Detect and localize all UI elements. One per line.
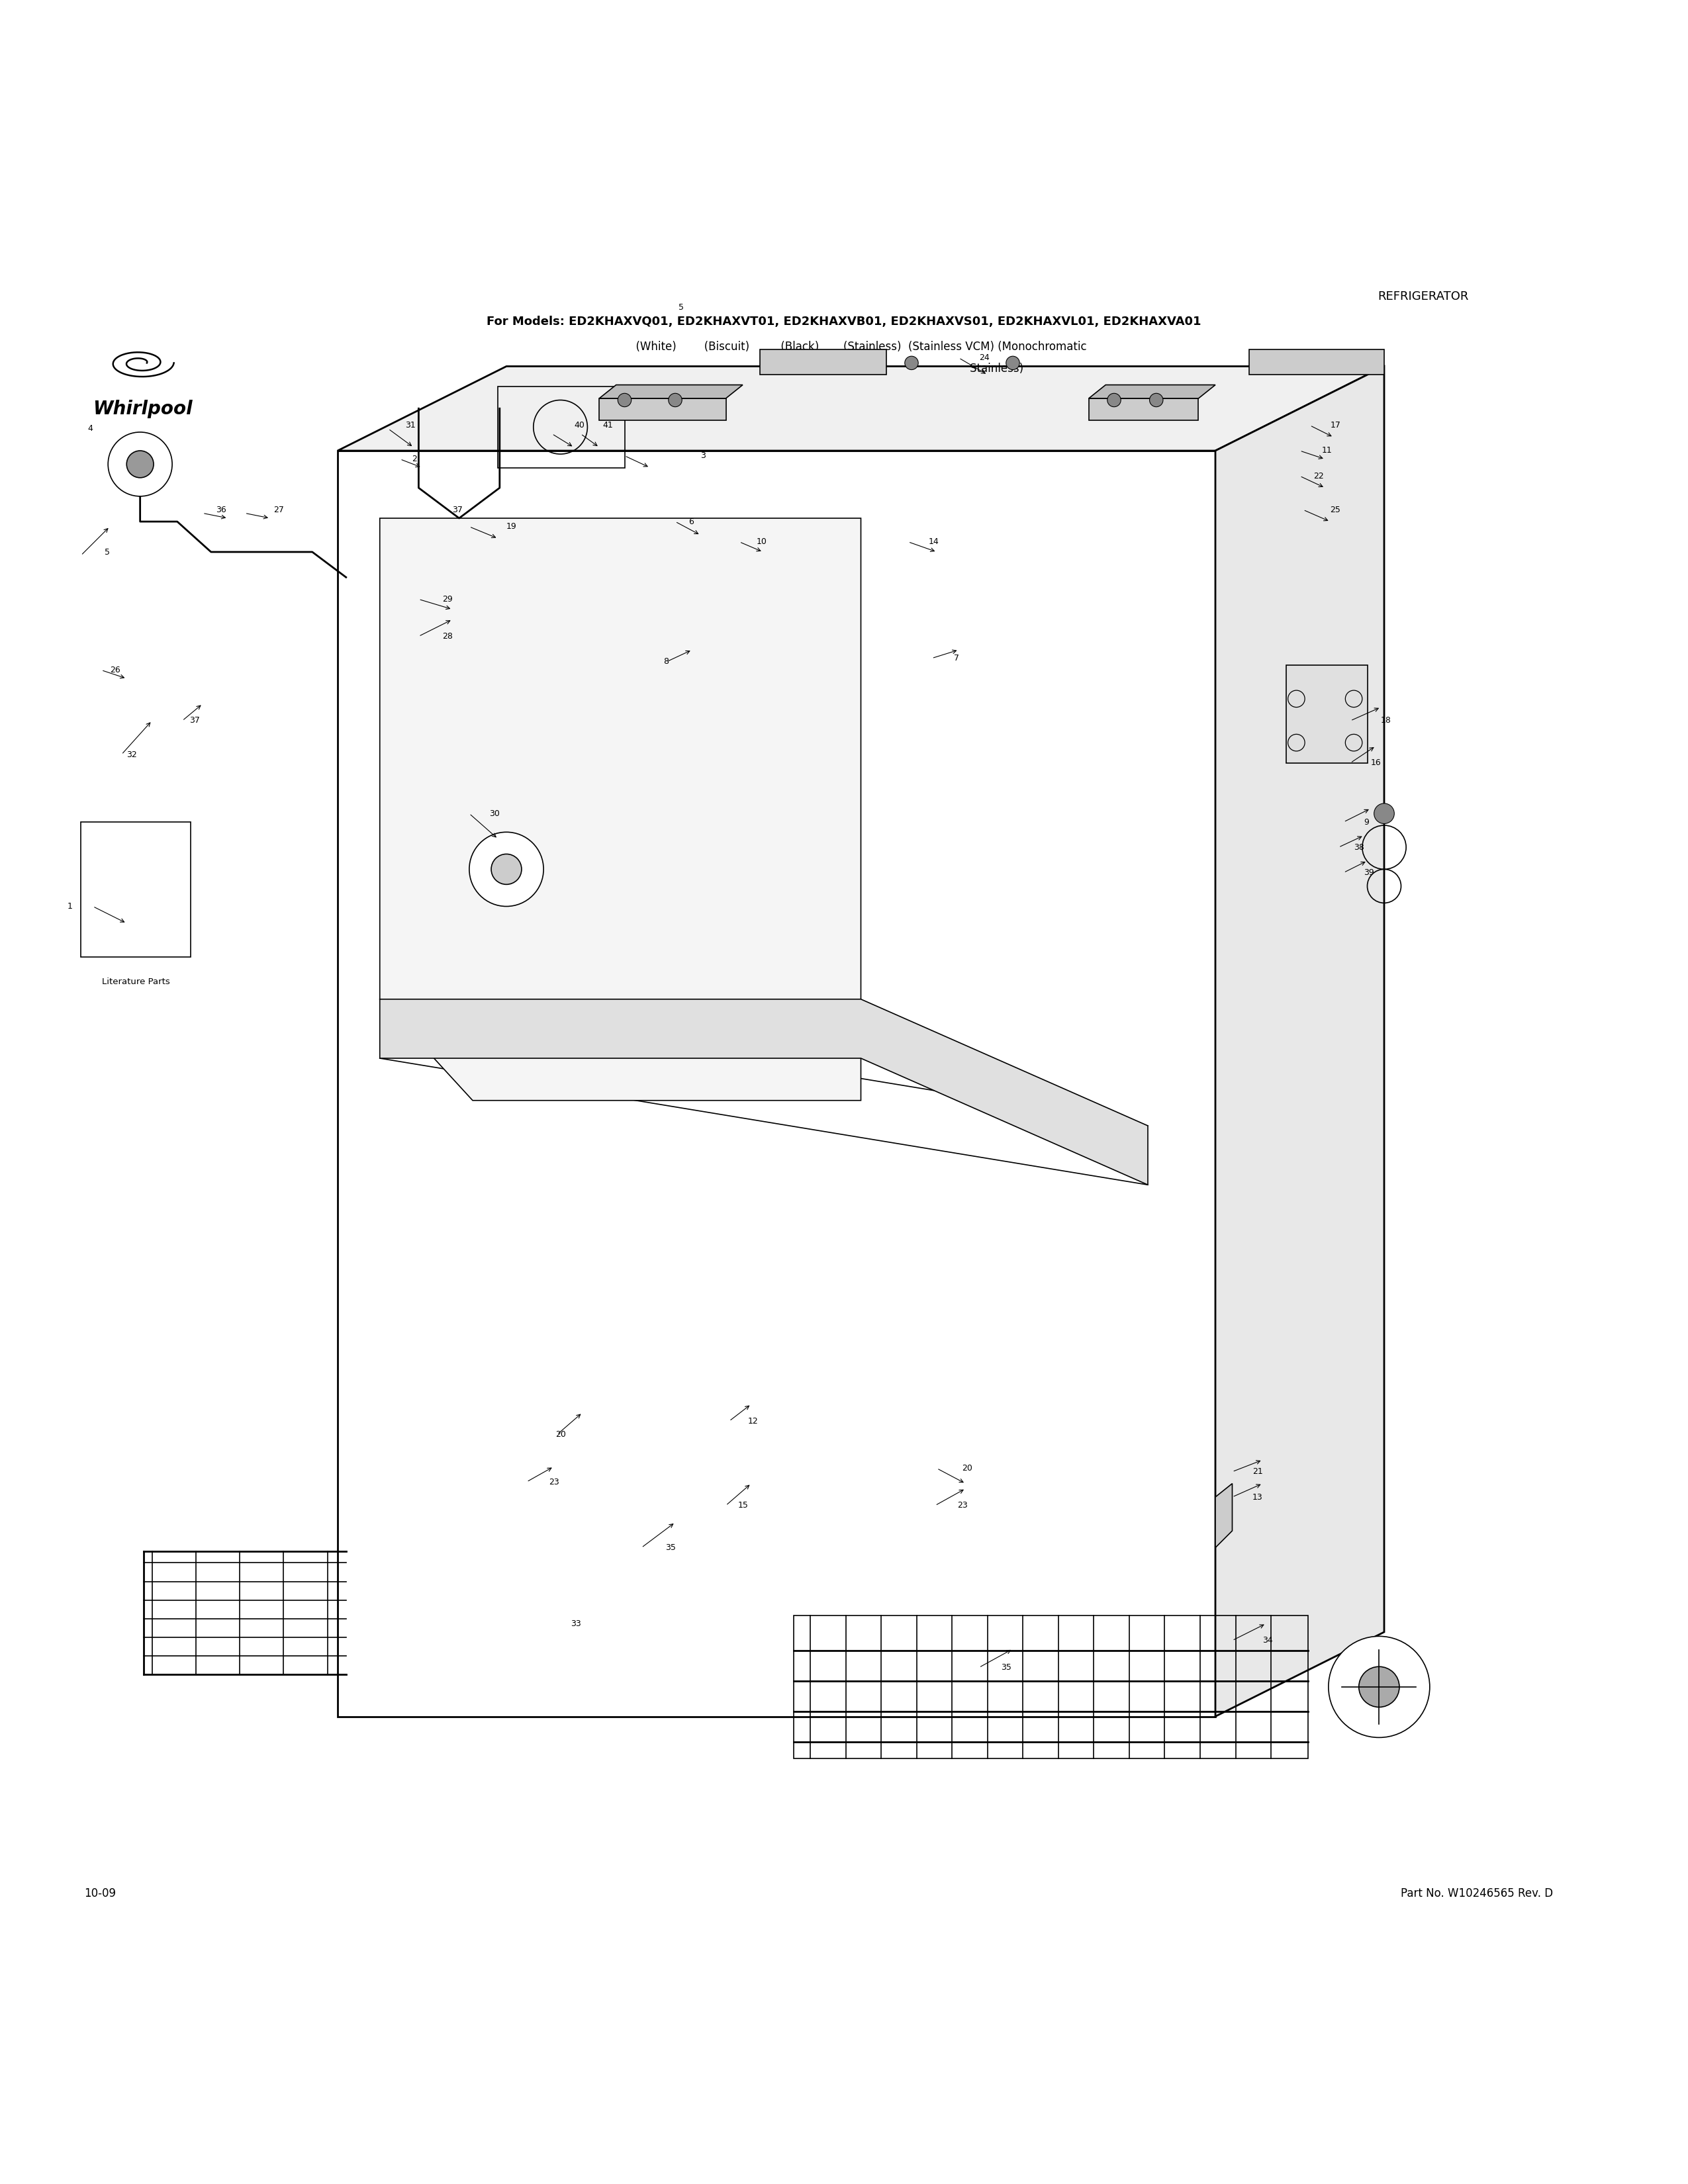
Text: 32: 32	[127, 749, 137, 758]
Text: REFRIGERATOR: REFRIGERATOR	[1377, 290, 1469, 301]
Polygon shape	[380, 518, 861, 1101]
Polygon shape	[1215, 1483, 1232, 1548]
Text: 22: 22	[1313, 472, 1323, 480]
Text: 30: 30	[490, 810, 500, 817]
Text: 25: 25	[1330, 505, 1340, 513]
Bar	[599, 397, 726, 419]
Polygon shape	[380, 998, 1148, 1184]
Text: 31: 31	[405, 422, 415, 430]
Text: 5: 5	[679, 304, 684, 312]
Polygon shape	[599, 384, 743, 397]
Text: 24: 24	[979, 354, 989, 363]
Text: 39: 39	[1364, 869, 1374, 878]
Text: 34: 34	[1263, 1636, 1273, 1645]
Text: Part No. W10246565 Rev. D: Part No. W10246565 Rev. D	[1401, 1887, 1553, 1900]
Circle shape	[1359, 1666, 1399, 1708]
Circle shape	[1006, 356, 1020, 369]
Text: 4: 4	[88, 424, 93, 432]
Circle shape	[905, 356, 918, 369]
Text: 35: 35	[1001, 1664, 1011, 1671]
Circle shape	[668, 393, 682, 406]
Text: (White)        (Biscuit)         (Black)       (Stainless)  (Stainless VCM) (Mon: (White) (Biscuit) (Black) (Stainless) (S…	[601, 341, 1087, 354]
Text: 15: 15	[738, 1500, 748, 1509]
Text: 10: 10	[756, 537, 766, 546]
Polygon shape	[760, 349, 886, 376]
Bar	[1089, 397, 1198, 419]
Circle shape	[618, 393, 631, 406]
Circle shape	[491, 854, 522, 885]
Text: 26: 26	[110, 666, 120, 675]
Text: 19: 19	[506, 522, 517, 531]
Text: 9: 9	[1364, 817, 1369, 826]
Text: 3: 3	[701, 452, 706, 461]
Circle shape	[1374, 804, 1394, 823]
Circle shape	[1328, 1636, 1430, 1738]
Circle shape	[469, 832, 544, 906]
Text: Stainless): Stainless)	[665, 363, 1023, 376]
Polygon shape	[1215, 367, 1384, 1717]
Text: 28: 28	[442, 631, 452, 640]
Text: 40: 40	[574, 422, 584, 430]
Text: 20: 20	[555, 1431, 565, 1439]
Text: 6: 6	[689, 518, 694, 526]
Text: Whirlpool: Whirlpool	[93, 400, 192, 419]
Text: 5: 5	[105, 548, 110, 557]
Text: 18: 18	[1381, 716, 1391, 725]
Text: 1: 1	[68, 902, 73, 911]
Text: 41: 41	[603, 422, 613, 430]
Text: 7: 7	[954, 653, 959, 662]
Text: 21: 21	[1252, 1468, 1263, 1476]
Bar	[1286, 664, 1367, 762]
Text: 20: 20	[962, 1463, 972, 1472]
Circle shape	[1150, 393, 1163, 406]
Text: 8: 8	[663, 657, 668, 666]
Polygon shape	[1249, 349, 1384, 376]
Circle shape	[127, 450, 154, 478]
Text: 27: 27	[273, 505, 284, 513]
Text: 12: 12	[748, 1417, 758, 1426]
Text: Literature Parts: Literature Parts	[101, 976, 170, 985]
Text: 33: 33	[571, 1618, 581, 1627]
Bar	[498, 387, 625, 467]
Text: For Models: ED2KHAXVQ01, ED2KHAXVT01, ED2KHAXVB01, ED2KHAXVS01, ED2KHAXVL01, ED2: For Models: ED2KHAXVQ01, ED2KHAXVT01, ED…	[486, 317, 1202, 328]
Text: 37: 37	[189, 716, 199, 725]
Text: 13: 13	[1252, 1492, 1263, 1500]
Bar	[793, 1616, 1308, 1758]
Text: 37: 37	[452, 505, 463, 513]
Text: 23: 23	[957, 1500, 967, 1509]
Text: 29: 29	[442, 594, 452, 603]
Text: 17: 17	[1330, 422, 1340, 430]
Text: 2: 2	[412, 454, 417, 463]
Text: 23: 23	[549, 1479, 559, 1485]
Circle shape	[108, 432, 172, 496]
Text: 11: 11	[1322, 446, 1332, 454]
Text: 35: 35	[665, 1544, 675, 1553]
Polygon shape	[338, 367, 1384, 450]
Bar	[81, 821, 191, 957]
Polygon shape	[1089, 384, 1215, 397]
Text: 36: 36	[216, 505, 226, 513]
Text: 10-09: 10-09	[84, 1887, 116, 1900]
Text: 38: 38	[1354, 843, 1364, 852]
Polygon shape	[338, 450, 1215, 1717]
Text: 16: 16	[1371, 758, 1381, 767]
Text: 14: 14	[928, 537, 939, 546]
Circle shape	[1107, 393, 1121, 406]
